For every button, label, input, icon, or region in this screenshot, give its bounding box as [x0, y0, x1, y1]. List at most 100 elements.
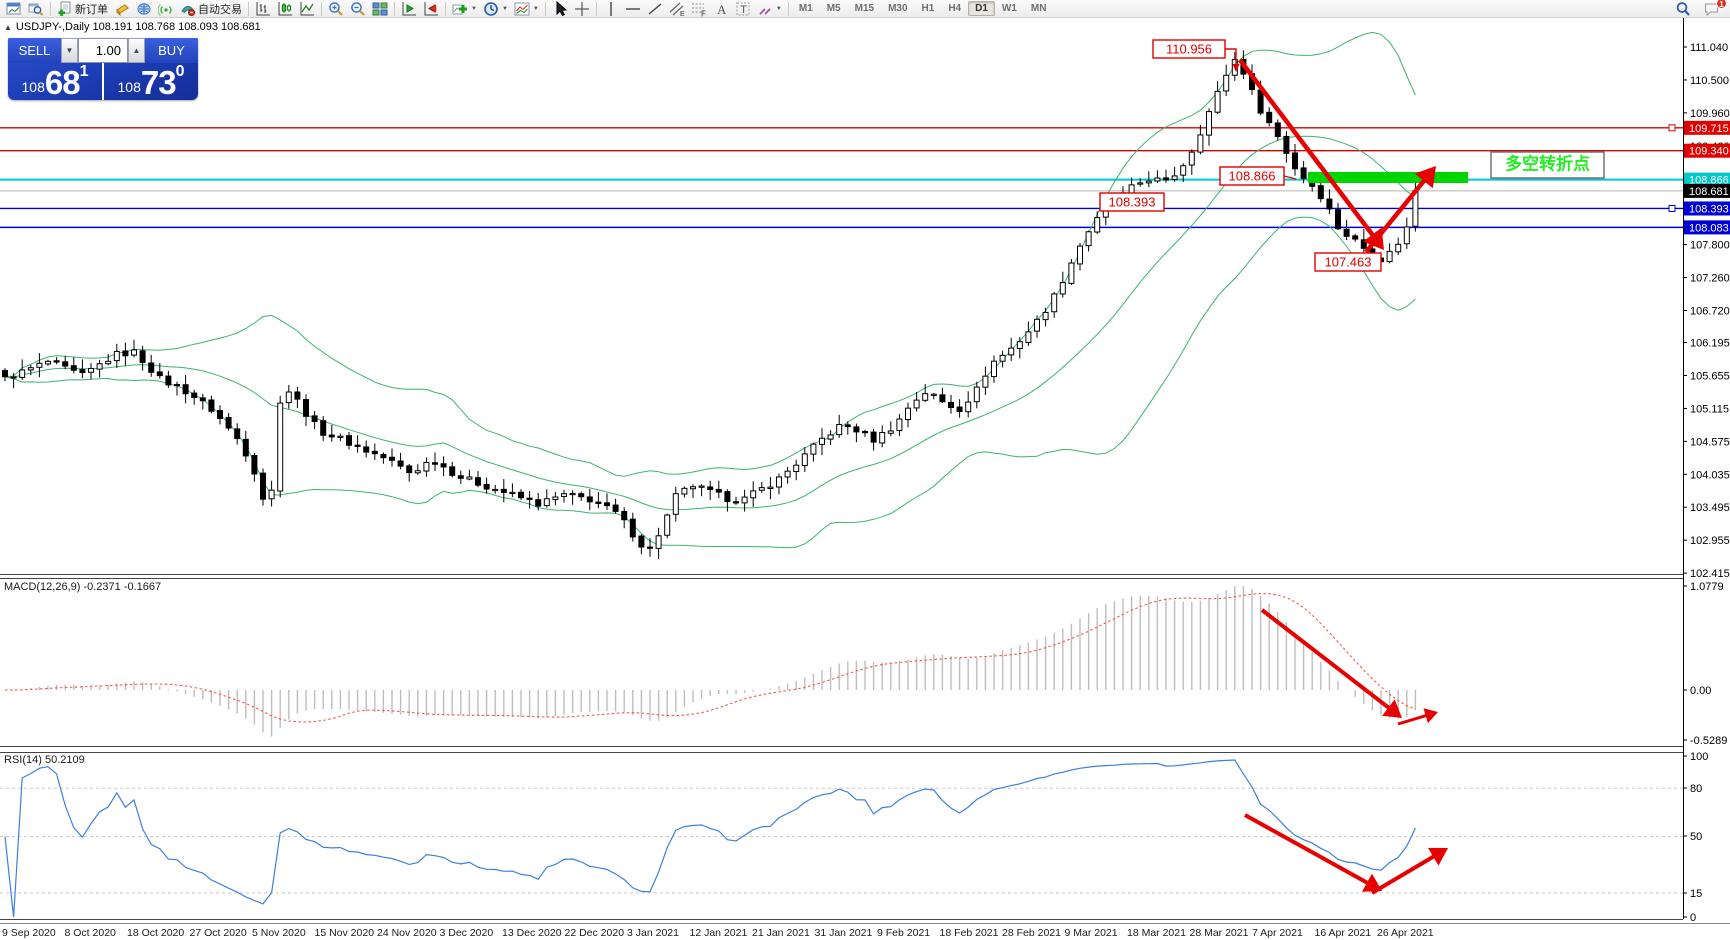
toolbar-separator [321, 1, 322, 16]
buy-price-handle: 108 [117, 79, 141, 95]
timeframe-button-w1[interactable]: W1 [1001, 3, 1017, 14]
templates-button[interactable]: ▼ [511, 1, 542, 17]
sell-button[interactable]: SELL [8, 38, 61, 63]
toolbar-right-group: 1 [1672, 0, 1727, 17]
text-label-button[interactable]: T [732, 1, 754, 17]
rsi-up-arrow[interactable] [1370, 847, 1448, 895]
svg-text:109.340: 109.340 [1689, 146, 1729, 158]
indicators-button-caret-icon: ▼ [471, 5, 477, 12]
profile-window-button[interactable] [25, 1, 47, 17]
auto-scroll-button[interactable] [398, 1, 420, 17]
macd-axis: 1.0779 0.00 -0.5289 [1683, 581, 1727, 747]
fibonacci-button[interactable]: F [688, 1, 710, 17]
terminal-button[interactable] [133, 1, 155, 17]
autotrading-icon [181, 5, 195, 16]
search-icon [1676, 1, 1690, 16]
one-click-trading-panel: SELL ▼ 1.00 ▲ BUY 108 68 1 108 73 0 [8, 38, 198, 100]
arrows-button[interactable]: ▼ [754, 1, 785, 17]
rsi-levels [0, 787, 1683, 894]
candlestick-chart-button[interactable] [274, 1, 296, 17]
bar-chart-button[interactable] [252, 1, 274, 17]
price-badge: 108.681 [1684, 183, 1730, 198]
chartshift-icon [424, 1, 438, 15]
peak-price-label[interactable]: 110.956 [1152, 39, 1226, 59]
svg-text:多空转折点: 多空转折点 [1505, 154, 1590, 174]
text-button[interactable]: A [710, 1, 732, 17]
tile-windows-button[interactable] [369, 1, 391, 17]
svg-text:31 Jan 2021: 31 Jan 2021 [815, 927, 873, 939]
svg-text:24 Nov 2020: 24 Nov 2020 [377, 927, 437, 939]
macd-down-arrow[interactable] [1260, 608, 1402, 718]
timeframe-button-mn[interactable]: MN [1030, 3, 1047, 14]
svg-text:12 Jan 2021: 12 Jan 2021 [690, 927, 748, 939]
up-trend-arrow[interactable] [1364, 166, 1436, 254]
trendline-button[interactable] [644, 1, 666, 17]
toolbar-separator [248, 1, 249, 16]
sell-price[interactable]: 108 68 1 [8, 63, 104, 100]
volume-input[interactable]: 1.00 [78, 38, 128, 63]
cursor-button[interactable] [549, 0, 571, 17]
equidistant-channel-button[interactable]: E [666, 1, 688, 17]
svg-text:7 Apr 2021: 7 Apr 2021 [1252, 927, 1303, 939]
arrows-icon [759, 7, 771, 15]
timeframe-button-m15[interactable]: M15 [854, 3, 875, 14]
timeframe-button-m1[interactable]: M1 [798, 3, 813, 14]
svg-text:18 Mar 2021: 18 Mar 2021 [1127, 927, 1186, 939]
chart-shift-button[interactable] [420, 1, 442, 17]
toolbar-separator [394, 1, 395, 16]
svg-text:102.415: 102.415 [1690, 568, 1730, 580]
new-chart-button[interactable] [3, 1, 25, 17]
search-button[interactable] [1672, 1, 1694, 17]
buy-price[interactable]: 108 73 0 [104, 63, 198, 100]
notifications-button[interactable]: 1 [1700, 0, 1727, 17]
svg-text:108.866: 108.866 [1689, 175, 1729, 187]
vertical-line-button[interactable] [600, 1, 622, 17]
svg-text:106.195: 106.195 [1690, 338, 1730, 350]
low-price-label[interactable]: 107.463 [1314, 252, 1382, 272]
timeframe-button-d1[interactable]: D1 [968, 1, 995, 16]
svg-text:28 Mar 2021: 28 Mar 2021 [1190, 927, 1249, 939]
periods-button[interactable]: ▼ [480, 1, 511, 17]
toolbar-separator [544, 1, 546, 16]
svg-text:18 Feb 2021: 18 Feb 2021 [940, 927, 999, 939]
line-chart-button[interactable] [296, 1, 318, 17]
support-price-label[interactable]: 108.393 [1099, 192, 1165, 212]
svg-text:16 Apr 2021: 16 Apr 2021 [1315, 927, 1372, 939]
svg-text:109.960: 109.960 [1690, 108, 1730, 120]
zoom-in-button[interactable] [325, 1, 347, 17]
signals-button[interactable] [155, 1, 177, 17]
volume-decrease-button[interactable]: ▼ [61, 38, 78, 63]
time-axis[interactable]: 9 Sep 2020 8 Oct 2020 18 Oct 2020 27 Oct 20… [2, 927, 1434, 939]
indicators-button[interactable]: ▼ [449, 1, 480, 17]
pivot-zone-bar[interactable] [1308, 172, 1468, 183]
svg-text:27 Oct 2020: 27 Oct 2020 [190, 927, 247, 939]
buy-button[interactable]: BUY [145, 38, 198, 63]
timeframe-button-h4[interactable]: H4 [948, 3, 962, 14]
price-badge: 108.083 [1684, 220, 1730, 235]
macd-small-arrow[interactable] [1397, 708, 1438, 726]
new-order-button[interactable]: 新订单 [54, 1, 111, 17]
crosshair-icon [574, 1, 589, 16]
autotrading-button[interactable]: 自动交易 [177, 1, 245, 17]
pivot-point-text-label[interactable]: 多空转折点 [1490, 151, 1605, 179]
zoom-out-button[interactable] [347, 1, 369, 17]
svg-text:3 Jan 2021: 3 Jan 2021 [627, 927, 679, 939]
timeframe-button-m30[interactable]: M30 [888, 3, 908, 14]
rsi-indicator-label: RSI(14) 50.2109 [4, 754, 85, 766]
timeframe-button-h1[interactable]: H1 [921, 3, 935, 14]
rsi-down-arrow[interactable] [1244, 813, 1382, 892]
crosshair-button[interactable] [571, 1, 593, 17]
autoscroll-icon [402, 1, 416, 15]
volume-increase-button[interactable]: ▲ [128, 38, 145, 63]
sell-price-handle: 108 [21, 79, 45, 95]
timeframe-button-m5[interactable]: M5 [826, 3, 841, 14]
svg-text:102.955: 102.955 [1690, 535, 1730, 547]
notification-badge: 1 [1716, 0, 1727, 9]
metaeditor-button[interactable] [111, 1, 133, 17]
resistance-price-label[interactable]: 108.866 [1219, 166, 1285, 186]
svg-text:5 Nov 2020: 5 Nov 2020 [252, 927, 306, 939]
horizontal-line-button[interactable] [622, 1, 644, 17]
quote-panel-toggle-icon[interactable]: ▲ [4, 22, 12, 32]
